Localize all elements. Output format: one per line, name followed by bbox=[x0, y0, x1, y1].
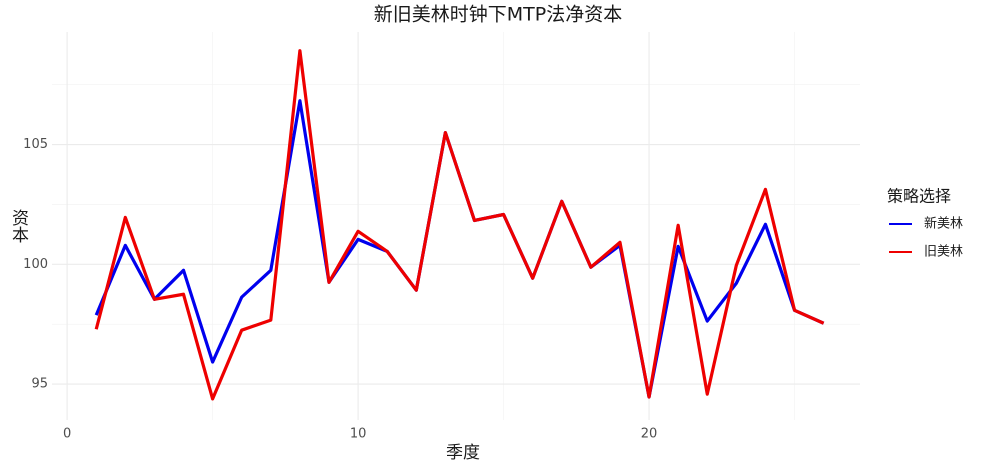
data-line bbox=[94, 49, 825, 401]
chart-title: 新旧美林时钟下MTP法净资本 bbox=[374, 4, 622, 26]
data-line bbox=[94, 99, 825, 399]
x-tick-label: 10 bbox=[350, 427, 367, 442]
legend-label: 新美林 bbox=[924, 216, 963, 232]
x-tick-label: 20 bbox=[641, 427, 658, 442]
x-axis-title: 季度 bbox=[446, 443, 480, 463]
y-axis-title: 资本 bbox=[8, 209, 29, 243]
x-tick-label: 0 bbox=[63, 427, 71, 442]
legend-label: 旧美林 bbox=[924, 245, 963, 260]
y-tick-label: 105 bbox=[23, 137, 48, 152]
y-tick-label: 100 bbox=[23, 257, 48, 272]
y-tick-label: 95 bbox=[31, 377, 48, 392]
legend-title: 策略选择 bbox=[887, 187, 951, 206]
